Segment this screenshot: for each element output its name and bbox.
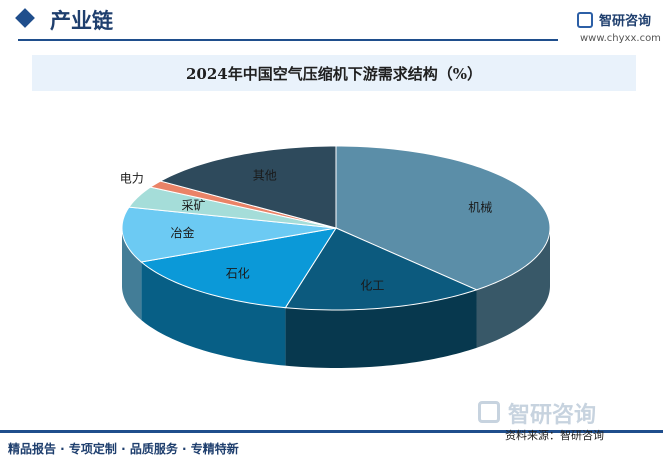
header: 产业链 智研咨询 www.chyxx.com bbox=[0, 0, 663, 44]
watermark-logo-icon bbox=[478, 401, 500, 423]
pie-side-1 bbox=[285, 289, 477, 368]
slice-label-0: 机械 bbox=[468, 199, 492, 214]
footer-slogan: 精品报告 · 专项定制 · 品质服务 · 专精特新 bbox=[8, 442, 239, 456]
pie-slice-5 bbox=[149, 180, 337, 229]
pie-side-2 bbox=[141, 261, 286, 366]
slice-label-4: 采矿 bbox=[181, 199, 205, 213]
chart-title: 2024年中国空气压缩机下游需求结构（%） bbox=[185, 65, 482, 83]
pie-slice-3 bbox=[121, 206, 337, 263]
footer-divider bbox=[0, 430, 663, 433]
pie-side-3 bbox=[122, 228, 142, 320]
slice-label-5: 电力 bbox=[120, 171, 144, 185]
watermark-logo-text: 智研咨询 bbox=[508, 403, 597, 428]
source-note: 资料来源：智研咨询 bbox=[505, 429, 604, 442]
footer: 精品报告 · 专项定制 · 品质服务 · 专精特新 bbox=[0, 430, 663, 463]
slice-label-6: 其他 bbox=[253, 169, 277, 183]
logo-icon bbox=[577, 12, 593, 28]
pie-slice-4 bbox=[128, 186, 337, 229]
pie-slice-1 bbox=[284, 227, 478, 311]
pie-slice-2 bbox=[140, 227, 338, 309]
pie-slice-0 bbox=[335, 145, 551, 291]
section-title: 产业链 bbox=[50, 9, 113, 33]
slice-label-2: 石化 bbox=[226, 267, 250, 281]
pie-slice-6 bbox=[159, 145, 337, 229]
header-divider bbox=[18, 39, 558, 41]
chart-title-bar: 2024年中国空气压缩机下游需求结构（%） bbox=[32, 55, 636, 91]
slice-label-3: 冶金 bbox=[170, 225, 194, 240]
logo-url: www.chyxx.com bbox=[580, 33, 661, 44]
slice-label-1: 化工 bbox=[360, 278, 384, 292]
logo-text: 智研咨询 bbox=[599, 14, 652, 29]
pie-side-0 bbox=[476, 228, 550, 348]
